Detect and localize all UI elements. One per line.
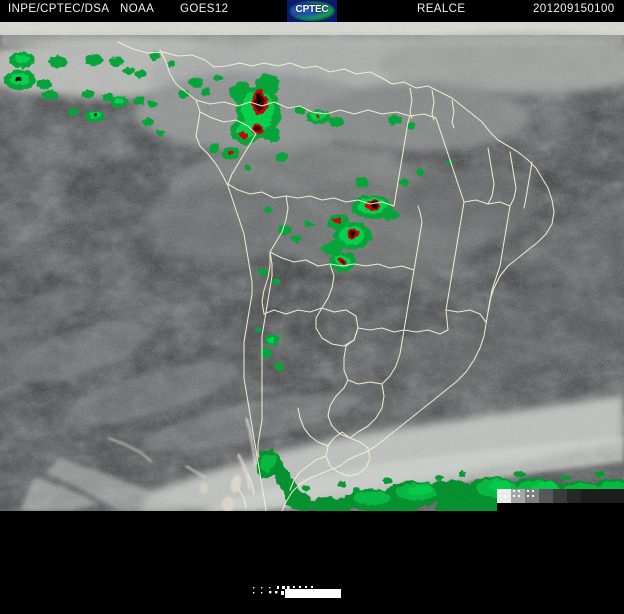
cptec-logo-label: CPTEC [295,4,329,15]
cptec-logo: CPTEC [287,0,337,22]
satellite-image-canvas [0,22,624,511]
legend-dither-svg [249,584,341,598]
enhancement-scale-wedge-partial [497,489,624,511]
footer-black-area [0,511,624,614]
header-satellite-operator-label: NOAA [120,3,155,15]
header-institute-label: INPE/CPTEC/DSA [8,3,110,15]
cptec-logo-oval-icon [289,1,335,21]
legend-dither-remnant [249,584,341,598]
header-product-label: REALCE [417,3,466,15]
image-header-bar: INPE/CPTEC/DSA NOAA GOES12 CPTEC REALCE … [0,0,624,22]
satellite-image-frame [0,22,624,511]
scale-wedge-svg [497,489,624,511]
header-satellite-label: GOES12 [180,3,229,15]
header-timestamp-label: 201209150100 [533,3,615,15]
